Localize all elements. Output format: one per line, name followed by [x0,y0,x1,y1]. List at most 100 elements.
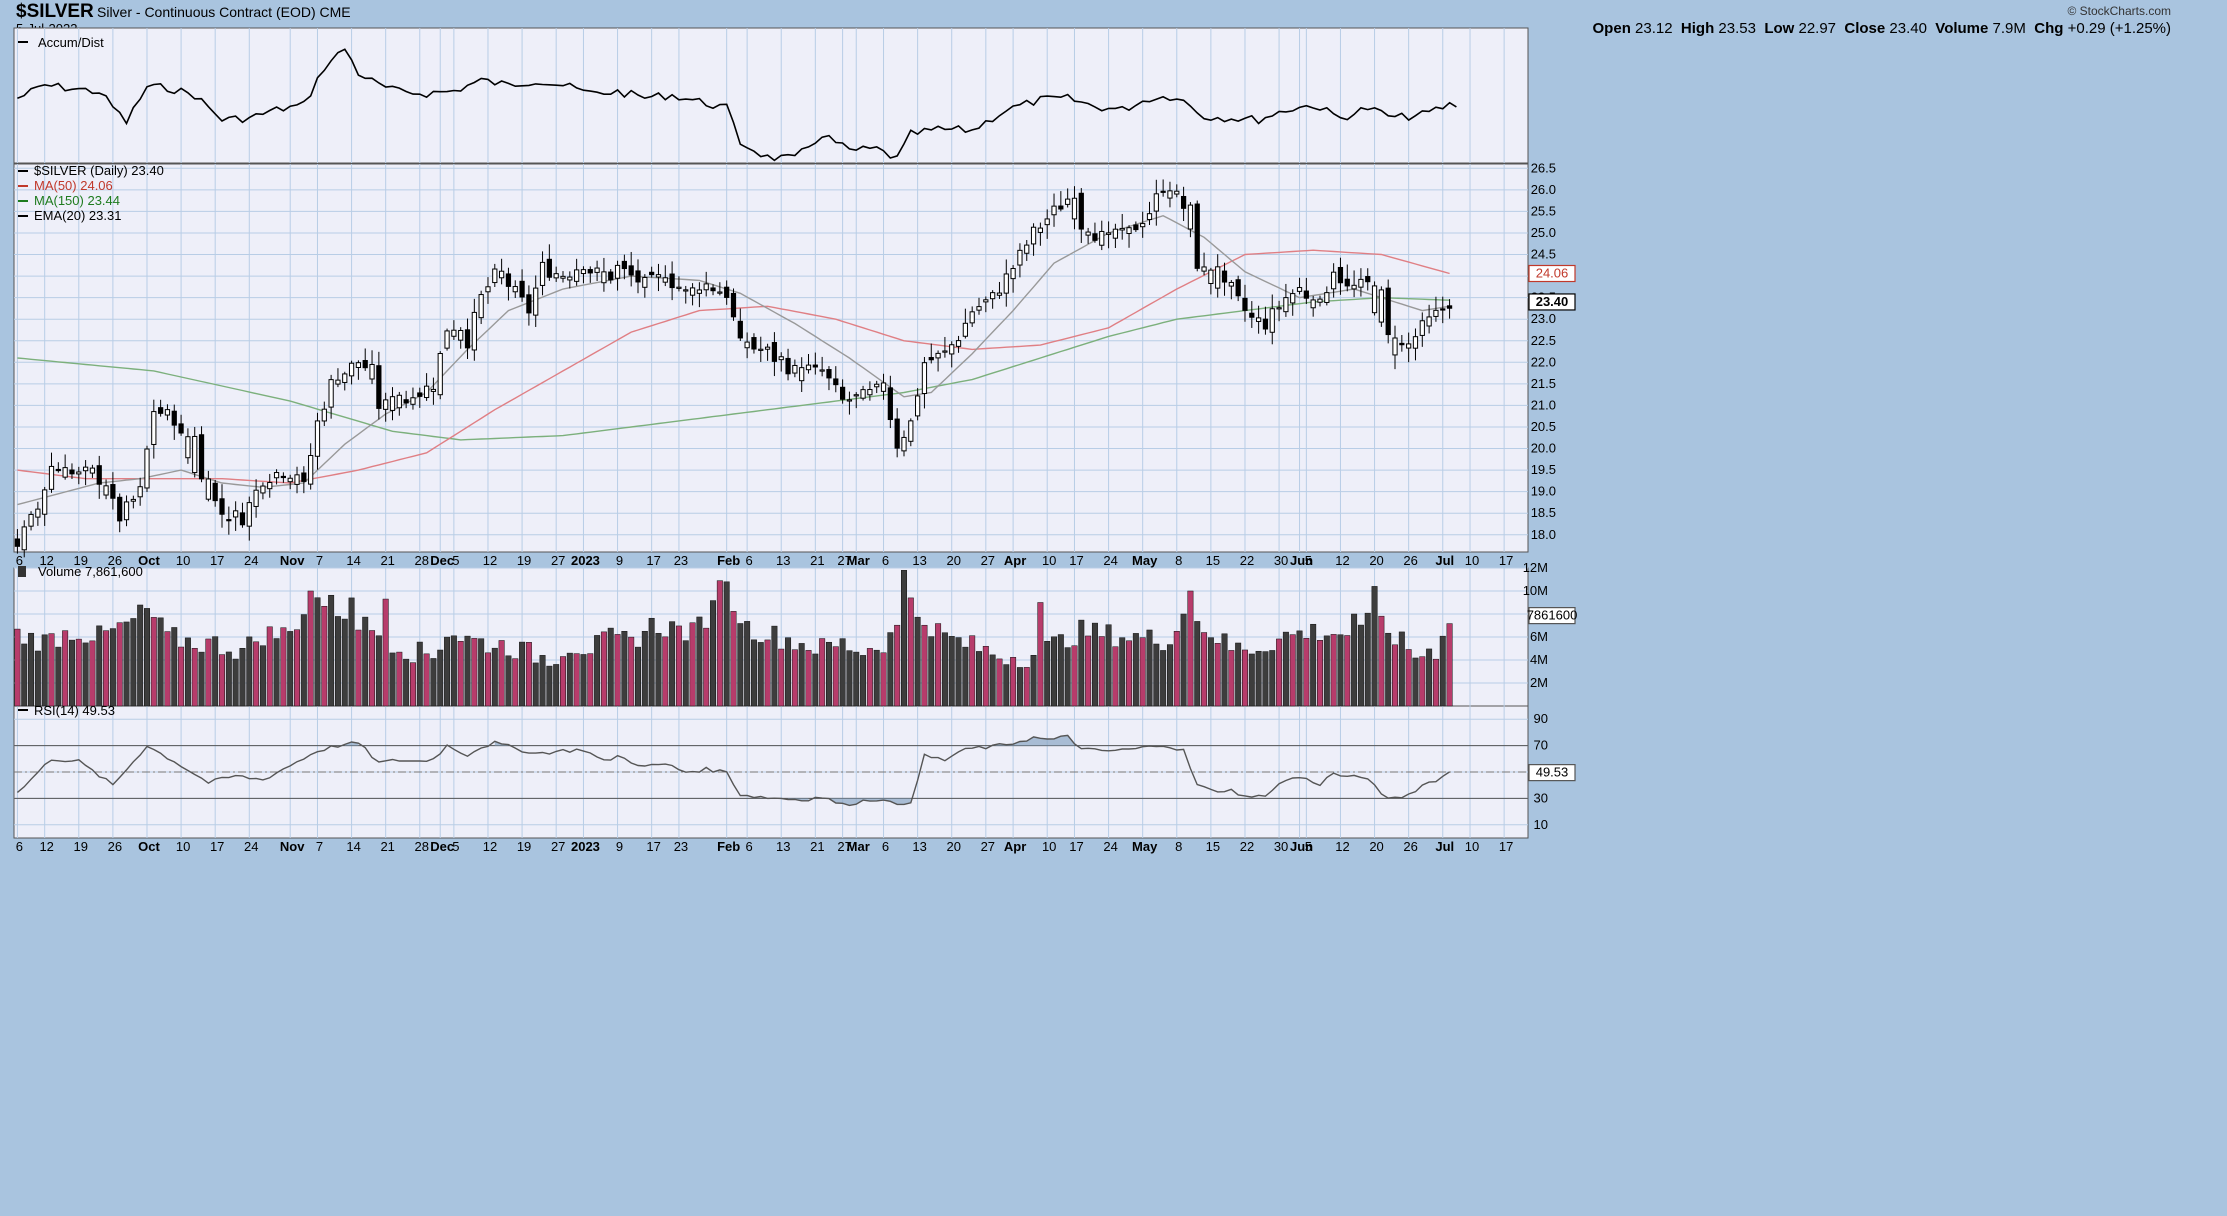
candle-body [1140,223,1146,228]
volume-bar [744,621,751,707]
x-tick-label: Nov [280,553,305,568]
volume-bar [689,622,696,707]
volume-bar [635,646,641,707]
volume-bar [1385,632,1392,707]
candle-body [860,389,866,399]
x-tick-label: 27 [551,839,565,854]
volume-bar [1187,590,1194,707]
volume-bar [294,629,301,707]
open-value: 23.12 [1635,20,1673,37]
candle-body [655,274,662,278]
ohlc-readout: Open 23.12 High 23.53 Low 22.97 Close 23… [1593,20,2171,37]
candle-body [62,467,68,478]
volume-bar [225,651,232,707]
volume-bar [928,636,935,707]
candle-body [410,397,416,405]
x-tick-label: 30 [1274,553,1288,568]
volume-bar [1119,637,1126,707]
candle-body [1194,203,1200,269]
volume-bar [505,655,512,707]
candle-body [437,353,443,396]
candle-body [192,435,198,474]
x-tick-label: 13 [776,553,790,568]
volume-bar [1010,657,1017,707]
x-tick-label: 17 [210,553,224,568]
candle-body [1303,290,1309,299]
volume-bar [334,616,341,707]
candle-body [839,386,846,400]
candle-body [301,472,307,482]
volume-bar [430,658,437,707]
candle-body [587,269,593,274]
volume-bar [846,650,853,707]
candle-body [512,286,518,293]
volume-bar [1405,649,1412,707]
x-tick-label: 26 [108,839,122,854]
volume-bar [171,627,178,707]
rsi-legend: RSI(14) 49.53 [18,703,115,718]
candle-body [792,364,798,374]
volume-bar [1323,635,1330,707]
rsi-indicator [14,734,1528,807]
candle-body [151,411,157,445]
volume-bar [1269,650,1276,707]
candle-body [689,287,696,296]
volume-bar [123,621,130,707]
candle-body [335,379,341,385]
ma50-value-tag: 24.06 [1528,264,1576,283]
x-tick-label: 27 [981,553,995,568]
volume-bar [14,628,21,707]
value-tag-box [1528,264,1576,283]
candle-body [178,423,184,434]
volume-bar [675,625,682,707]
volume-bar [1078,619,1085,707]
volume-bar [778,648,785,707]
candle-body [28,513,34,527]
volume-bar [409,662,416,707]
candle-body [130,498,136,502]
volume-bar [921,624,928,707]
high-value: 23.53 [1718,20,1756,37]
accum-dist-line [17,48,1457,162]
x-tick-label: 10 [1042,553,1056,568]
volume-bar [444,636,451,707]
candle-body [1180,195,1187,209]
x-tick-label: 21 [810,553,824,568]
candle-body [471,311,477,351]
candle-body [458,329,464,341]
x-tick-label: 6 [882,553,889,568]
candle-body [1344,278,1350,287]
volume-bar [907,597,914,707]
candle-body [574,269,580,282]
volume-bar [314,597,321,707]
volume-bar [362,616,369,707]
candle-body [553,273,559,279]
x-tick-label: 24 [1103,839,1117,854]
x-tick-label: Mar [847,839,870,854]
candle-body [42,489,48,515]
x-tick-label: 12 [39,553,53,568]
x-tick-label: 10 [176,553,190,568]
volume-bar [109,628,116,707]
volume-bar [648,617,655,707]
volume-bar [28,632,35,707]
volume-bar [866,648,873,707]
candle-body [492,268,498,284]
volume-bar [1112,646,1119,707]
x-tick-label: 26 [108,553,122,568]
volume-bar [901,570,907,707]
volume-bar [757,642,764,707]
volume-bar [1228,650,1235,707]
x-tick-label: 8 [1175,839,1182,854]
x-tick-label: Dec [430,553,454,568]
accum-legend-label: Accum/Dist [38,35,104,50]
candle-body [355,362,362,368]
x-tick-label: May [1132,553,1158,568]
chg-label: Chg [2034,20,2064,37]
volume-bar [1003,664,1010,707]
volume-bar [1289,634,1296,707]
candle-body [362,360,368,369]
